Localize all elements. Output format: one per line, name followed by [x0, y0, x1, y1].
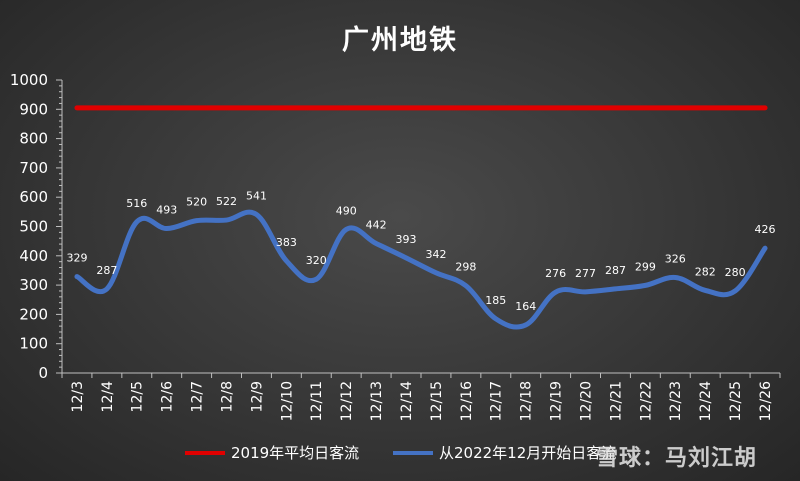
y-tick-label: 800: [19, 130, 48, 148]
data-label: 282: [695, 265, 716, 278]
data-label: 329: [66, 252, 87, 265]
data-label: 320: [306, 254, 327, 267]
x-tick-label: 12/11: [309, 381, 325, 421]
x-tick-label: 12/4: [100, 381, 116, 413]
series-line-daily: [74, 209, 768, 330]
legend-label-daily: 从2022年12月开始日客流: [439, 444, 617, 462]
data-label: 287: [605, 264, 626, 277]
data-label: 298: [455, 261, 476, 274]
y-tick-label: 1000: [10, 71, 48, 89]
data-label: 426: [755, 223, 776, 236]
legend-label-baseline: 2019年平均日客流: [231, 444, 360, 462]
data-label: 541: [246, 189, 267, 202]
legend-item-daily: 从2022年12月开始日客流: [393, 442, 616, 463]
x-tick-label: 12/24: [698, 381, 714, 421]
watermark: 雪球：马刘江胡: [596, 446, 758, 471]
x-tick-label: 12/23: [668, 381, 684, 421]
data-label: 299: [635, 260, 656, 273]
x-tick-label: 12/17: [489, 381, 505, 421]
data-label: 277: [575, 267, 596, 280]
x-tick-label: 12/25: [728, 381, 744, 421]
y-tick-label: 500: [19, 218, 48, 236]
data-label: 493: [156, 204, 177, 217]
data-label: 520: [186, 196, 207, 209]
x-tick-label: 12/16: [459, 381, 475, 421]
x-tick-label: 12/10: [279, 381, 295, 421]
legend-swatch-daily: [393, 450, 433, 455]
data-label: 287: [96, 264, 117, 277]
y-tick-label: 0: [38, 364, 48, 382]
x-tick-label: 12/13: [369, 381, 385, 421]
data-label: 326: [665, 252, 686, 265]
chart-title: 广州地铁: [342, 25, 458, 56]
x-tick-label: 12/6: [160, 381, 176, 413]
data-label: 442: [366, 218, 387, 231]
data-label: 164: [515, 300, 536, 313]
x-tick-label: 12/20: [578, 381, 594, 421]
x-tick-label: 12/5: [130, 381, 146, 412]
data-label: 342: [425, 248, 446, 261]
x-tick-label: 12/7: [190, 381, 206, 412]
x-tick-label: 12/21: [608, 381, 624, 421]
data-label: 276: [545, 267, 566, 280]
x-tick-label: 12/26: [758, 381, 774, 421]
x-tick-label: 12/15: [429, 381, 445, 421]
x-tick-label: 12/22: [638, 381, 654, 421]
legend-item-baseline: 2019年平均日客流: [185, 442, 359, 463]
x-tick-label: 12/9: [249, 381, 265, 412]
x-tick-label: 12/19: [549, 381, 565, 421]
data-label: 516: [126, 197, 147, 210]
y-tick-label: 900: [19, 100, 48, 118]
data-label: 393: [396, 233, 417, 246]
x-tick-label: 12/8: [219, 381, 235, 412]
x-tick-label: 12/14: [399, 381, 415, 421]
data-label: 280: [725, 266, 746, 279]
y-tick-label: 600: [19, 188, 48, 206]
data-label: 490: [336, 204, 357, 217]
y-tick-label: 200: [19, 305, 48, 323]
legend-swatch-baseline: [185, 450, 225, 455]
y-tick-label: 700: [19, 159, 48, 177]
x-tick-label: 12/12: [339, 381, 355, 421]
y-tick-label: 100: [19, 335, 48, 353]
x-tick-label: 12/18: [519, 381, 535, 421]
y-tick-label: 300: [19, 276, 48, 294]
data-label: 185: [485, 294, 506, 307]
x-tick-label: 12/3: [70, 381, 86, 412]
data-label: 383: [276, 236, 297, 249]
data-label: 522: [216, 195, 237, 208]
y-tick-label: 400: [19, 247, 48, 265]
